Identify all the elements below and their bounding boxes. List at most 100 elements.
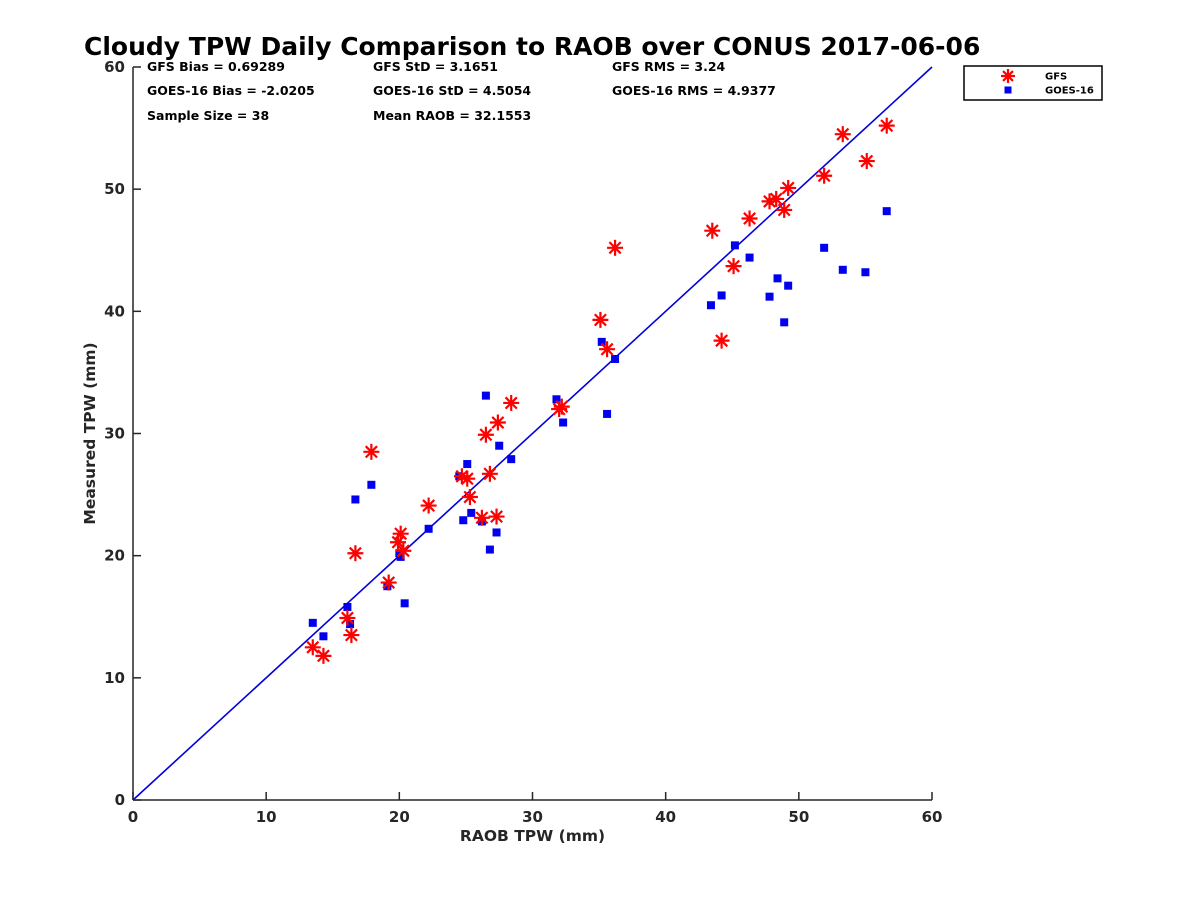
goes16-point	[559, 418, 568, 427]
goes16-point	[492, 528, 501, 537]
gfs-point	[741, 210, 758, 227]
gfs-point	[420, 497, 437, 514]
goes16-point	[861, 268, 870, 277]
goes16-point	[611, 354, 620, 363]
stat-text: GFS Bias = 0.69289	[147, 59, 285, 74]
gfs-point	[768, 190, 785, 207]
goes16-point	[730, 241, 739, 250]
goes16-point	[400, 599, 409, 608]
legend-label: GFS	[1045, 72, 1067, 83]
gfs-point	[473, 509, 490, 526]
data-points-layer	[304, 117, 895, 664]
gfs-point	[477, 426, 494, 443]
gfs-point	[858, 153, 875, 170]
goes16-point	[717, 291, 726, 300]
goes16-point	[367, 480, 376, 489]
gfs-point	[704, 222, 721, 239]
y-axis-ticks: 0 10 20 30 40 50 60	[104, 58, 141, 809]
x-axis-label: RAOB TPW (mm)	[460, 827, 605, 845]
series-goes-16	[308, 207, 891, 641]
goes16-point	[459, 516, 468, 525]
gfs-point	[780, 179, 797, 196]
y-tick-label: 30	[104, 425, 125, 443]
gfs-point	[592, 311, 609, 328]
goes16-point	[603, 409, 612, 418]
goes16-point	[706, 301, 715, 310]
legend-gfs-marker	[1001, 69, 1015, 83]
gfs-point	[489, 414, 506, 431]
x-tick-label: 20	[389, 808, 410, 826]
x-tick-label: 60	[922, 808, 943, 826]
goes16-point	[308, 618, 317, 627]
gfs-point	[304, 639, 321, 656]
goes16-point	[319, 632, 328, 641]
gfs-point	[878, 117, 895, 134]
gfs-point	[395, 542, 412, 559]
reference-line-layer	[132, 66, 933, 801]
y-axis-label: Measured TPW (mm)	[81, 342, 99, 524]
goes16-point	[507, 455, 516, 464]
y-tick-label: 20	[104, 547, 125, 565]
gfs-point	[607, 239, 624, 256]
y-tick-label: 10	[104, 669, 125, 687]
goes16-point	[481, 391, 490, 400]
goes16-point	[765, 292, 774, 301]
stat-text: GOES-16 StD = 4.5054	[373, 83, 531, 98]
gfs-point	[459, 470, 476, 487]
goes16-point	[745, 253, 754, 262]
x-tick-label: 50	[788, 808, 809, 826]
gfs-point	[713, 332, 730, 349]
gfs-point	[776, 201, 793, 218]
gfs-point	[816, 167, 833, 184]
x-axis-ticks: 0 10 20 30 40 50 60	[128, 792, 943, 826]
goes16-point	[838, 265, 847, 274]
stat-text: GOES-16 Bias = -2.0205	[147, 83, 315, 98]
goes16-point	[784, 281, 793, 290]
goes16-point	[467, 508, 476, 517]
y-tick-label: 60	[104, 58, 125, 76]
gfs-point	[553, 398, 570, 415]
gfs-point	[834, 126, 851, 143]
goes16-point	[383, 582, 392, 591]
goes16-point	[424, 524, 433, 533]
x-tick-label: 0	[128, 808, 138, 826]
legend-label: GOES-16	[1045, 86, 1094, 97]
y-tick-label: 50	[104, 180, 125, 198]
one-to-one-line	[132, 66, 933, 801]
gfs-point	[488, 508, 505, 525]
stat-text: GOES-16 RMS = 4.9377	[612, 83, 776, 98]
y-tick-label: 40	[104, 302, 125, 320]
goes16-point	[343, 602, 352, 611]
goes16-point	[552, 395, 561, 404]
legend-box	[963, 65, 1103, 101]
gfs-point	[343, 627, 360, 644]
gfs-point	[347, 545, 364, 562]
gfs-point	[363, 443, 380, 460]
goes16-point	[463, 460, 472, 469]
gfs-point	[599, 341, 616, 358]
gfs-point	[725, 258, 742, 275]
stat-text: GFS StD = 3.1651	[373, 59, 498, 74]
statistics-annotations: GFS Bias = 0.69289 GFS StD = 3.1651 GFS RM…	[147, 59, 776, 123]
stat-text: Mean RAOB = 32.1553	[373, 108, 531, 123]
y-tick-label: 0	[115, 791, 125, 809]
goes16-point	[597, 337, 606, 346]
gfs-point	[392, 525, 409, 542]
x-tick-label: 10	[256, 808, 277, 826]
gfs-point	[339, 609, 356, 626]
goes16-point	[780, 318, 789, 327]
stat-text: GFS RMS = 3.24	[612, 59, 726, 74]
gfs-point	[503, 394, 520, 411]
legend: GFS GOES-16	[963, 65, 1103, 101]
x-tick-label: 30	[522, 808, 543, 826]
series-gfs	[304, 117, 895, 664]
goes16-point	[882, 207, 891, 216]
goes16-point	[351, 495, 360, 504]
legend-goes16-marker	[1004, 86, 1012, 94]
gfs-point	[380, 574, 397, 591]
x-tick-label: 40	[655, 808, 676, 826]
goes16-point	[396, 552, 405, 561]
gfs-point	[481, 465, 498, 482]
goes16-point	[820, 243, 829, 252]
